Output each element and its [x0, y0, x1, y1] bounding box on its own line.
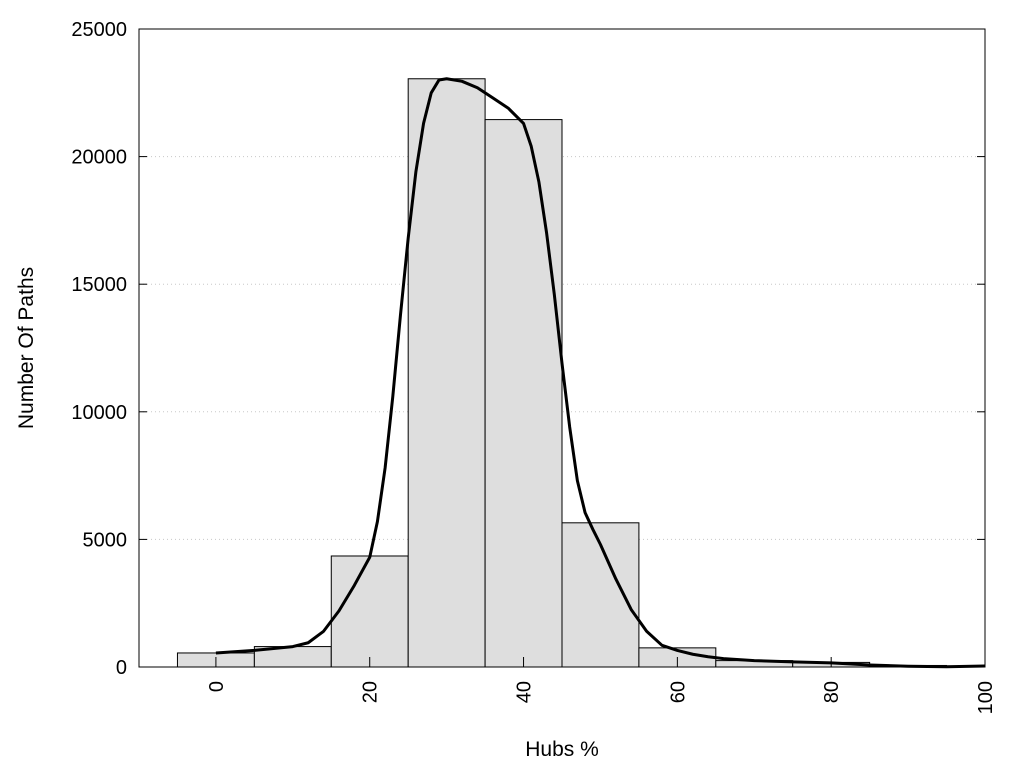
x-tick-label: 60 [667, 681, 689, 703]
y-tick-label: 25000 [71, 19, 127, 41]
x-tick-label: 40 [514, 681, 536, 703]
x-axis-title: Hubs % [525, 738, 599, 761]
plot-frame [138, 28, 986, 668]
histogram-bars [176, 78, 986, 668]
y-tick-label: 10000 [71, 402, 127, 424]
y-tick-label: 15000 [71, 274, 127, 296]
y-tick-label: 20000 [71, 147, 127, 169]
y-tick-label: 0 [116, 657, 127, 679]
y-axis-title: Number Of Paths [15, 267, 38, 429]
histogram-bar [407, 78, 486, 668]
x-tick-label: 20 [360, 681, 382, 703]
y-tick-label: 5000 [83, 529, 128, 551]
x-axis-ticks: 0 20 40 60 80 100 [206, 657, 997, 714]
grid-lines [139, 156, 985, 540]
histogram-bar [484, 119, 563, 668]
x-tick-label: 100 [975, 681, 997, 714]
x-tick-label: 0 [206, 681, 228, 692]
histogram-bar [330, 555, 409, 668]
x-tick-label: 80 [821, 681, 843, 703]
distribution-curve [215, 77, 986, 669]
y-axis-ticks: 0 5000 10000 15000 20000 25000 [71, 19, 985, 679]
